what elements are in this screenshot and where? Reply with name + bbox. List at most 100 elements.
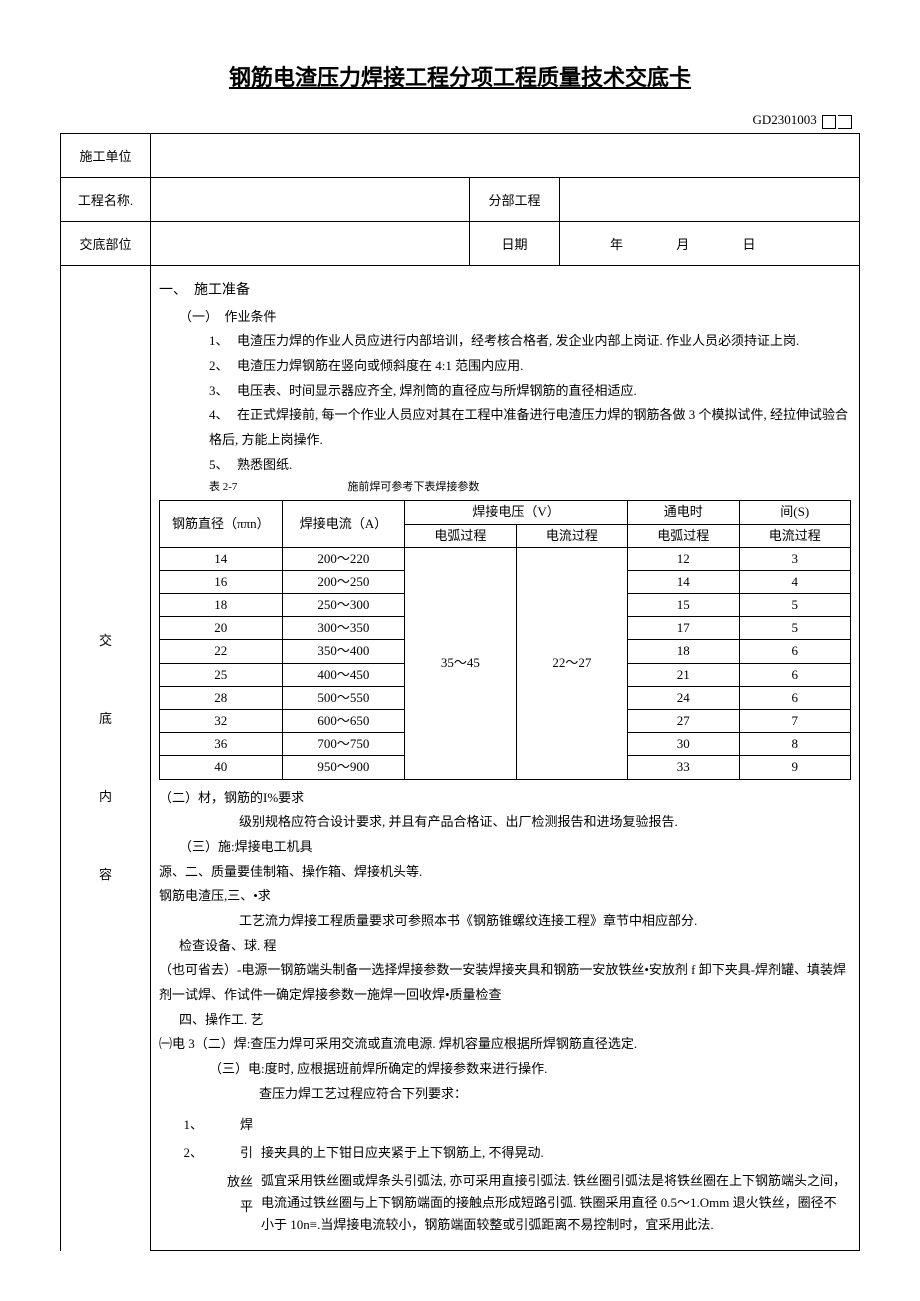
side-label: 交 底 内 容 — [61, 266, 151, 1251]
code-prefix: GD2301003 — [752, 112, 816, 127]
sec1-item-2: 2、电渣压力焊钢筋在竖向或倾斜度在 4:1 范围内应用. — [159, 354, 851, 379]
value-subproject — [560, 178, 860, 222]
value-company — [151, 134, 860, 178]
label-date: 日期 — [470, 222, 560, 266]
sec1-sub: （一） 作业条件 — [159, 305, 851, 330]
cell-t1: 18 — [628, 640, 739, 663]
cell-t2: 3 — [739, 547, 851, 570]
p6: 工艺流力焊接工程质量要求可参照本书《钢筋锥螺纹连接工程》章节中相应部分. — [159, 909, 851, 934]
cell-diameter: 28 — [160, 686, 283, 709]
main-table: 施工单位 工程名称. 分部工程 交底部位 日期 年 月 日 交 底 内 容 一、… — [60, 133, 860, 1251]
label-company: 施工单位 — [61, 134, 151, 178]
cell-t2: 8 — [739, 733, 851, 756]
th-diameter: 钢筋直径（ππn） — [160, 501, 283, 547]
cell-t2: 6 — [739, 686, 851, 709]
th-voltage: 焊接电压（V） — [405, 501, 628, 524]
sec1-item-4: 4、在正式焊接前, 每一个作业人员应对其在工程中准备进行电渣压力焊的钢筋各做 3… — [159, 403, 851, 452]
th-time-a: 通电时 — [628, 501, 739, 524]
i3-txt: 弧宜采用铁丝圈或焊条头引弧法, 亦可采用直接引弧法. 铁丝圈引弧法是将铁丝圈在上… — [259, 1168, 851, 1238]
cell-t2: 5 — [739, 594, 851, 617]
value-part — [151, 222, 470, 266]
cell-t1: 21 — [628, 663, 739, 686]
cell-t1: 24 — [628, 686, 739, 709]
th-v-arc: 电弧过程 — [405, 524, 516, 547]
cell-amp: 300～350 — [282, 617, 405, 640]
label-project: 工程名称. — [61, 178, 151, 222]
value-date: 年 月 日 — [560, 222, 860, 266]
side-char-4: 容 — [69, 836, 142, 914]
side-char-2: 底 — [69, 680, 142, 758]
cell-amp: 600～650 — [282, 710, 405, 733]
cell-diameter: 20 — [160, 617, 283, 640]
cell-amp: 400～450 — [282, 663, 405, 686]
p2: 级别规格应符合设计要求, 并且有产品合格证、出厂检测报告和进场复验报告. — [159, 810, 851, 835]
cell-amp: 250～300 — [282, 594, 405, 617]
p4: 源、二、质量要佳制箱、操作箱、焊接机头等. — [159, 860, 851, 885]
i1-txt — [259, 1111, 851, 1140]
cell-t1: 33 — [628, 756, 739, 779]
cell-amp: 200～250 — [282, 570, 405, 593]
cell-diameter: 36 — [160, 733, 283, 756]
side-char-1: 交 — [69, 602, 142, 680]
label-subproject: 分部工程 — [470, 178, 560, 222]
cell-diameter: 22 — [160, 640, 283, 663]
th-t-cur: 电流过程 — [739, 524, 851, 547]
cell-t2: 9 — [739, 756, 851, 779]
cell-t2: 7 — [739, 710, 851, 733]
p8: （也可省去）-电源一钢筋端头制备一选择焊接参数一安装焊接夹具和钢筋一安放铁丝•安… — [159, 958, 851, 1007]
cell-diameter: 18 — [160, 594, 283, 617]
cell-diameter: 25 — [160, 663, 283, 686]
th-time-b: 间(S) — [739, 501, 851, 524]
p3: （三）施:焊接电工机具 — [159, 835, 851, 860]
cell-t1: 17 — [628, 617, 739, 640]
content-upper: 一、 施工准备 （一） 作业条件 1、电渣压力焊的作业人员应进行内部培训，经考核… — [151, 266, 860, 1251]
cell-t1: 27 — [628, 710, 739, 733]
date-day: 日 — [743, 237, 756, 252]
cell-amp: 500～550 — [282, 686, 405, 709]
cell-t2: 4 — [739, 570, 851, 593]
p10: ㈠电 3（二）焊:查压力焊可采用交流或直流电源. 焊机容量应根据所焊钢筋直径选定… — [159, 1032, 851, 1057]
th-current: 焊接电流（A） — [282, 501, 405, 547]
i3-lbl: 放丝平 — [209, 1168, 259, 1238]
cell-volt-arc: 35～45 — [405, 547, 516, 779]
cell-volt-cur: 22～27 — [516, 547, 627, 779]
p5: 钢筋电渣压,三、•求 — [159, 884, 851, 909]
sec1-item-3: 3、电压表、时间显示器应齐全, 焊剂筒的直径应与所焊钢筋的直径相适应. — [159, 379, 851, 404]
value-project — [151, 178, 470, 222]
i2-num: 2、 — [159, 1139, 209, 1168]
cell-t2: 5 — [739, 617, 851, 640]
th-v-cur: 电流过程 — [516, 524, 627, 547]
p12: 查压力焊工艺过程应符合下列要求： — [159, 1082, 851, 1107]
cell-t1: 14 — [628, 570, 739, 593]
i1-lbl: 焊 — [209, 1111, 259, 1140]
param-table: 钢筋直径（ππn） 焊接电流（A） 焊接电压（V） 通电时 间(S) 电弧过程 … — [159, 500, 851, 779]
cell-amp: 950～900 — [282, 756, 405, 779]
cell-t1: 12 — [628, 547, 739, 570]
sec1-item-5: 5、熟悉图纸. — [159, 453, 851, 478]
table-note: 表 2-7 施前焊可参考下表焊接参数 — [159, 477, 851, 498]
date-month: 月 — [676, 237, 689, 252]
doc-code: GD2301003 — [60, 112, 860, 129]
sec1-heading: 一、 施工准备 — [159, 278, 851, 305]
label-part: 交底部位 — [61, 222, 151, 266]
prose-block: （二）材，钢筋的I%要求 级别规格应符合设计要求, 并且有产品合格证、出厂检测报… — [159, 786, 851, 1239]
cell-diameter: 14 — [160, 547, 283, 570]
i2-lbl: 引 — [209, 1139, 259, 1168]
sublist-table: 1、 焊 2、 引 接夹具的上下钳日应夹紧于上下钢筋上, 不得晃动. 放丝平 弧… — [159, 1111, 851, 1239]
cell-amp: 700～750 — [282, 733, 405, 756]
page-title: 钢筋电渣压力焊接工程分项工程质量技术交底卡 — [60, 60, 860, 92]
cell-t2: 6 — [739, 640, 851, 663]
cell-t2: 6 — [739, 663, 851, 686]
sec1-item-1: 1、电渣压力焊的作业人员应进行内部培训，经考核合格者, 发企业内部上岗证. 作业… — [159, 329, 851, 354]
i1-num: 1、 — [159, 1111, 209, 1140]
th-t-arc: 电弧过程 — [628, 524, 739, 547]
cell-t1: 30 — [628, 733, 739, 756]
cell-t1: 15 — [628, 594, 739, 617]
p1: （二）材，钢筋的I%要求 — [159, 786, 851, 811]
cell-diameter: 40 — [160, 756, 283, 779]
p11: （三）电:度时, 应根据班前焊所确定的焊接参数来进行操作. — [159, 1057, 851, 1082]
cell-diameter: 16 — [160, 570, 283, 593]
cell-amp: 350～400 — [282, 640, 405, 663]
cell-amp: 200～220 — [282, 547, 405, 570]
i2-txt: 接夹具的上下钳日应夹紧于上下钢筋上, 不得晃动. — [259, 1139, 851, 1168]
